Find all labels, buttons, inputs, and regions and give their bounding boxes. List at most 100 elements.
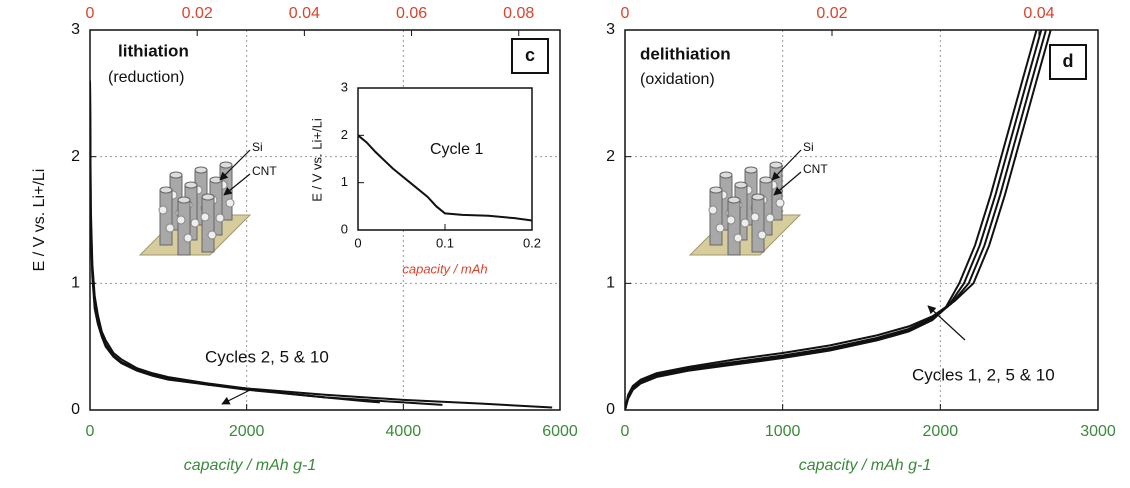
nanotube: [177, 199, 191, 256]
x2-tick-label: 0: [621, 5, 630, 22]
nanotube-top: [751, 193, 765, 201]
x2-tick-label: 0.08: [503, 5, 534, 22]
annotation: Si: [803, 140, 814, 154]
x-tick-label: 2000: [923, 423, 959, 440]
x-tick-label: 1000: [765, 423, 801, 440]
nanotube: [159, 189, 173, 246]
nanotube: [709, 189, 723, 246]
annotation: delithiation: [640, 44, 731, 63]
silicon-particle: [225, 198, 235, 208]
y-tick-label: 2: [341, 127, 348, 142]
silicon-particle: [190, 218, 200, 228]
nanotube-top: [759, 176, 773, 184]
arrow: [219, 149, 251, 181]
annotation: lithiation: [118, 41, 189, 60]
nanotube-top: [219, 161, 233, 169]
nanotube-top: [744, 166, 758, 174]
x-tick-label: 0.2: [523, 235, 541, 250]
y-tick-label: 3: [71, 21, 80, 38]
arrow: [223, 173, 251, 196]
annotation: d: [1063, 51, 1074, 71]
panel-label-box: [1049, 44, 1087, 80]
arrow: [927, 305, 966, 341]
silicon-particle: [757, 230, 767, 240]
plot-frame: [624, 29, 1099, 411]
nanotube: [201, 196, 215, 253]
x-tick-label: 4000: [386, 423, 422, 440]
x-tick-label: 2000: [229, 423, 265, 440]
annotation: (oxidation): [640, 71, 715, 88]
silicon-particle: [176, 215, 186, 225]
panel-label-box: [511, 38, 549, 74]
nanotube-top: [769, 161, 783, 169]
x-tick-label: 0.1: [436, 235, 454, 250]
arrow: [221, 389, 251, 405]
y-tick-label: 2: [606, 148, 615, 165]
silicon-particle: [215, 213, 225, 223]
x-tick-label: 0: [86, 423, 95, 440]
annotation: c: [525, 45, 535, 65]
x2-tick-label: 0.02: [816, 5, 847, 22]
silicon-particle: [750, 212, 760, 222]
silicon-particle: [708, 205, 718, 215]
silicon-particle: [158, 205, 168, 215]
nanotube-top: [194, 166, 208, 174]
nanotube: [727, 199, 741, 256]
y-tick-label: 0: [606, 401, 615, 418]
arrow: [771, 149, 802, 181]
y-tick-label: 1: [341, 174, 348, 189]
silicon-particle: [200, 212, 210, 222]
arrow: [773, 171, 802, 196]
nanotube-top: [727, 196, 741, 204]
x-tick-label: 0: [354, 235, 361, 250]
silicon-particle: [726, 215, 736, 225]
curve: [358, 134, 532, 222]
annotation: CNT: [252, 164, 277, 178]
x2-tick-label: 0: [86, 5, 95, 22]
nanotube-top: [184, 181, 198, 189]
annotation: Cycles 2, 5 & 10: [205, 347, 329, 366]
plot-area: [358, 88, 532, 230]
nanotube: [751, 196, 765, 253]
nanotube-top: [709, 186, 723, 194]
y-tick-label: 3: [606, 21, 615, 38]
annotation: Cycle 1: [430, 141, 483, 158]
curve: [625, 30, 1052, 410]
x-axis-label: capacity / mAh: [402, 261, 487, 276]
x-tick-label: 0: [621, 423, 630, 440]
nanotube-top: [159, 186, 173, 194]
y-axis-label: E / V vs. Li+/Li: [309, 118, 324, 202]
y-tick-label: 3: [341, 79, 348, 94]
nanotube-top: [719, 171, 733, 179]
y-tick-label: 0: [71, 401, 80, 418]
x2-tick-label: 0.06: [396, 5, 427, 22]
silicon-particle: [715, 223, 725, 233]
plot-frame: [357, 87, 533, 231]
x2-tick-label: 0.04: [1023, 5, 1054, 22]
silicon-particle: [740, 218, 750, 228]
y-tick-label: 1: [606, 275, 615, 292]
silicon-particle: [775, 198, 785, 208]
y-axis-label: E / V vs. Li+/Li: [31, 169, 48, 272]
nanotube-top: [169, 171, 183, 179]
nanotube-top: [734, 181, 748, 189]
annotation: Cycles 1, 2, 5 & 10: [912, 365, 1055, 384]
curve: [90, 80, 553, 409]
x-tick-label: 3000: [1080, 423, 1116, 440]
nanotube-top: [201, 193, 215, 201]
annotation: CNT: [803, 162, 828, 176]
annotation: Si: [252, 140, 263, 154]
y-tick-label: 2: [71, 148, 80, 165]
x-tick-label: 6000: [542, 423, 578, 440]
silicon-particle: [207, 230, 217, 240]
x-axis-label: capacity / mAh g-1: [184, 457, 317, 474]
silicon-particle: [733, 233, 743, 243]
y-tick-label: 1: [71, 275, 80, 292]
curve: [625, 30, 1038, 410]
x-axis-label: capacity / mAh g-1: [799, 457, 932, 474]
silicon-particle: [183, 233, 193, 243]
silicon-particle: [765, 213, 775, 223]
x2-tick-label: 0.02: [182, 5, 213, 22]
